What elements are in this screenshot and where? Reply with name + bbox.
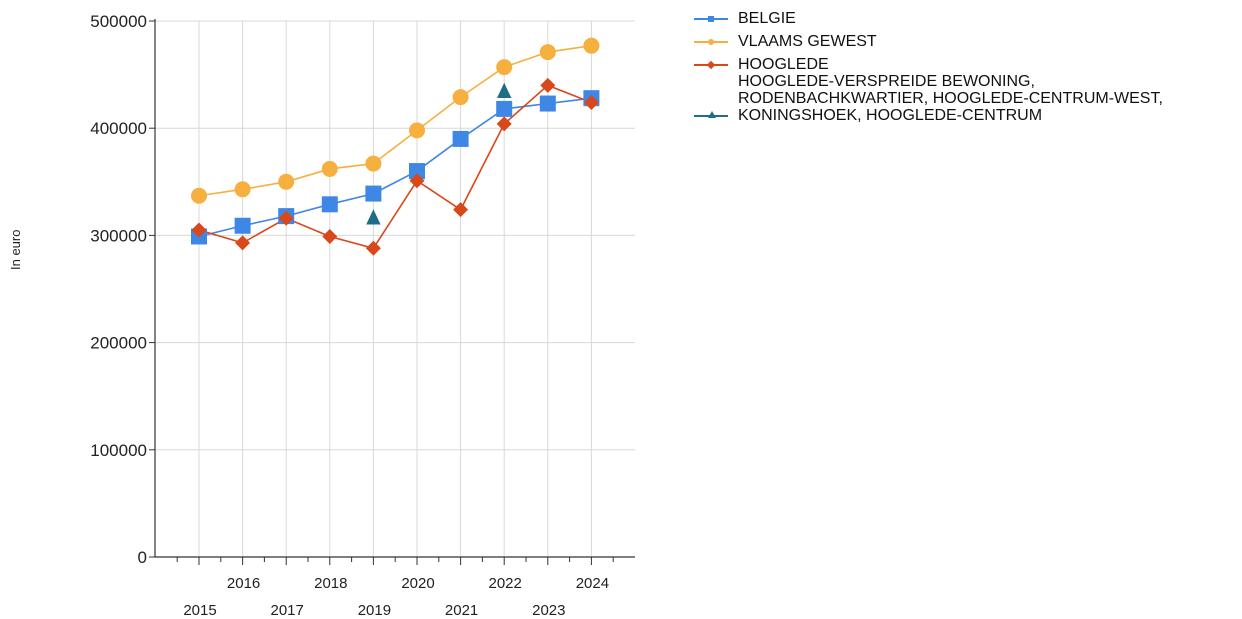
y-tick-label: 400000 (90, 119, 147, 138)
data-point-square (409, 163, 425, 180)
legend-item: HOOGLEDE-VERSPREIDE BEWONING, RODENBACHK… (694, 73, 1234, 124)
data-point-triangle (497, 82, 512, 99)
legend-marker (708, 111, 716, 118)
legend-marker (708, 39, 714, 45)
x-tick-label: 2019 (358, 602, 391, 619)
data-point-square (365, 185, 382, 202)
legend-label: HOOGLEDE (738, 56, 829, 73)
series-0-line-group (198, 97, 592, 238)
data-point-circle (191, 187, 207, 204)
y-axis-label: In euro (8, 229, 23, 270)
legend: BELGIE VLAAMS GEWEST HOOGLEDE HOOGLEDE-VERS… (694, 10, 1234, 130)
data-point-circle (321, 160, 338, 177)
series-2-markers (191, 77, 599, 256)
legend-swatch (694, 10, 728, 27)
x-tick-label: 2020 (401, 575, 434, 592)
series-3-markers (366, 82, 512, 225)
data-point-diamond (365, 240, 381, 256)
legend-item: HOOGLEDE (694, 56, 1234, 73)
legend-label: BELGIE (738, 10, 796, 27)
data-point-diamond (583, 94, 599, 110)
data-point-circle (583, 37, 600, 54)
data-point-circle (409, 122, 425, 139)
legend-swatch (694, 107, 728, 124)
series-line (198, 97, 592, 238)
data-point-triangle (366, 209, 381, 225)
legend-swatch (694, 33, 728, 50)
x-tick-label: 2024 (576, 575, 609, 592)
legend-swatch (694, 56, 728, 73)
data-point-diamond (496, 116, 512, 132)
data-point-circle (278, 173, 295, 190)
series-0-markers (191, 90, 600, 245)
series-layer (191, 37, 600, 256)
grid-layer (155, 20, 635, 557)
data-point-circle (496, 59, 513, 76)
y-tick-label: 200000 (90, 334, 147, 353)
data-point-circle (365, 155, 382, 172)
x-tick-label: 2021 (445, 602, 478, 619)
axis-layer: 0 100000 200000 300000 400000 500000 2015 2016 2… (90, 12, 635, 619)
data-point-diamond (540, 77, 556, 93)
legend-label: VLAAMS GEWEST (738, 33, 877, 50)
x-tick-label: 2016 (227, 575, 260, 592)
x-tick-label: 2015 (183, 602, 216, 619)
series-1-line-group (198, 44, 592, 197)
data-point-diamond (191, 222, 207, 238)
y-tick-label: 300000 (90, 226, 147, 245)
data-point-square (234, 217, 251, 234)
data-point-diamond (278, 210, 294, 226)
data-point-square (539, 95, 556, 112)
legend-marker (708, 16, 714, 22)
data-point-square (452, 130, 469, 147)
x-tick-label: 2017 (271, 602, 304, 619)
legend-item: BELGIE (694, 10, 1234, 27)
data-point-circle (452, 89, 469, 106)
series-line (198, 84, 592, 250)
series-line (198, 44, 592, 197)
data-point-diamond (409, 173, 425, 189)
y-tick-label: 100000 (90, 441, 147, 460)
y-tick-label: 500000 (90, 12, 147, 31)
legend-label: HOOGLEDE-VERSPREIDE BEWONING, RODENBACHK… (738, 73, 1163, 124)
x-tick-label: 2022 (489, 575, 522, 592)
data-point-diamond (453, 202, 469, 218)
data-point-square (321, 196, 338, 213)
data-point-square (496, 100, 513, 117)
y-tick-label: 0 (138, 548, 147, 567)
data-point-circle (539, 44, 556, 61)
legend-marker (706, 60, 716, 70)
data-point-diamond (322, 228, 338, 244)
legend-item: VLAAMS GEWEST (694, 33, 1234, 50)
data-point-circle (234, 181, 251, 198)
series-2-line-group (198, 84, 592, 250)
series-1-markers (191, 37, 600, 204)
x-tick-label: 2023 (532, 602, 565, 619)
x-tick-label: 2018 (314, 575, 347, 592)
data-point-diamond (235, 235, 251, 251)
